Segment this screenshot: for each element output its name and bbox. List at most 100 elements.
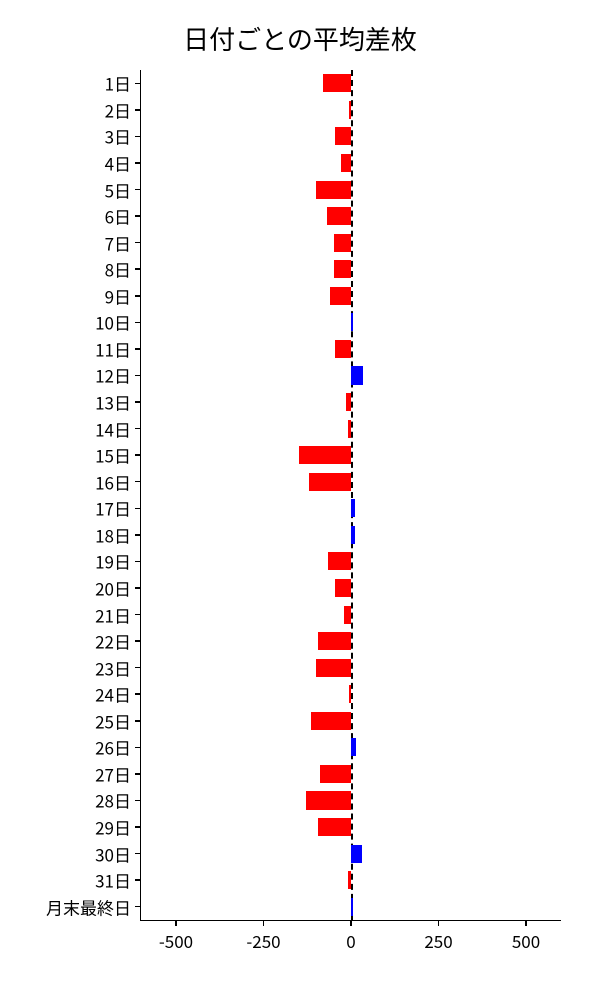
bar-row — [141, 791, 561, 809]
x-label: -250 — [246, 920, 280, 953]
bar-row — [141, 606, 561, 624]
bar — [334, 234, 352, 252]
bar-row — [141, 712, 561, 730]
y-label: 8日 — [105, 257, 141, 282]
bar-row — [141, 366, 561, 384]
bar — [327, 207, 352, 225]
x-label: 500 — [512, 920, 540, 953]
bar — [318, 632, 351, 650]
y-label: 12日 — [95, 363, 141, 388]
bar — [349, 101, 351, 119]
y-label: 10日 — [95, 310, 141, 335]
bar — [335, 340, 351, 358]
y-label: 24日 — [95, 682, 141, 707]
y-label: 28日 — [95, 788, 141, 813]
bar — [344, 606, 351, 624]
y-label: 21日 — [95, 602, 141, 627]
bar-row — [141, 765, 561, 783]
bar-row — [141, 818, 561, 836]
y-label: 9日 — [105, 283, 141, 308]
bar-row — [141, 340, 561, 358]
y-label: 14日 — [95, 416, 141, 441]
bar — [351, 738, 356, 756]
plot-area: 1日2日3日4日5日6日7日8日9日10日11日12日13日14日15日16日1… — [140, 70, 561, 921]
bar-row — [141, 845, 561, 863]
y-label: 1日 — [105, 71, 141, 96]
y-label: 31日 — [95, 868, 141, 893]
bar — [348, 871, 352, 889]
y-label: 25日 — [95, 708, 141, 733]
y-label: 30日 — [95, 841, 141, 866]
bar — [323, 74, 351, 92]
bar-row — [141, 473, 561, 491]
bar — [348, 420, 351, 438]
bar-row — [141, 234, 561, 252]
bar-row — [141, 313, 561, 331]
y-label: 7日 — [105, 230, 141, 255]
x-label: -500 — [159, 920, 193, 953]
y-label: 22日 — [95, 629, 141, 654]
y-label: 5日 — [105, 177, 141, 202]
bar — [330, 287, 351, 305]
bar-row — [141, 552, 561, 570]
y-label: 月末最終日 — [46, 894, 141, 919]
x-label: 0 — [346, 920, 355, 953]
y-label: 13日 — [95, 390, 141, 415]
bar — [320, 765, 352, 783]
y-label: 29日 — [95, 815, 141, 840]
bar — [311, 712, 351, 730]
bar-row — [141, 181, 561, 199]
y-label: 3日 — [105, 124, 141, 149]
bar — [309, 473, 351, 491]
y-label: 16日 — [95, 469, 141, 494]
bar-row — [141, 579, 561, 597]
bar — [335, 127, 351, 145]
bar-row — [141, 685, 561, 703]
y-label: 26日 — [95, 735, 141, 760]
bar-row — [141, 287, 561, 305]
y-label: 20日 — [95, 575, 141, 600]
y-label: 2日 — [105, 97, 141, 122]
bar — [351, 845, 362, 863]
bar-row — [141, 446, 561, 464]
chart-container: 日付ごとの平均差枚 1日2日3日4日5日6日7日8日9日10日11日12日13日… — [0, 0, 600, 1000]
bar — [346, 393, 351, 411]
y-label: 4日 — [105, 150, 141, 175]
bar — [316, 659, 351, 677]
bar — [299, 446, 352, 464]
y-label: 6日 — [105, 204, 141, 229]
bar-row — [141, 260, 561, 278]
bar-row — [141, 207, 561, 225]
bar — [349, 685, 351, 703]
bar — [335, 579, 351, 597]
y-label: 11日 — [95, 336, 141, 361]
bar — [306, 791, 352, 809]
bar-row — [141, 499, 561, 517]
bar-row — [141, 871, 561, 889]
y-label: 23日 — [95, 655, 141, 680]
bar — [351, 366, 363, 384]
bar-row — [141, 101, 561, 119]
y-label: 19日 — [95, 549, 141, 574]
bar — [351, 313, 353, 331]
bar — [316, 181, 351, 199]
bar-row — [141, 898, 561, 916]
x-label: 250 — [424, 920, 452, 953]
bar — [351, 898, 353, 916]
bar-row — [141, 74, 561, 92]
bar — [351, 499, 355, 517]
bar — [318, 818, 351, 836]
bar-row — [141, 393, 561, 411]
bar — [351, 526, 355, 544]
y-label: 27日 — [95, 761, 141, 786]
bar — [334, 260, 352, 278]
bar-row — [141, 154, 561, 172]
y-label: 15日 — [95, 443, 141, 468]
bar-row — [141, 632, 561, 650]
y-label: 18日 — [95, 522, 141, 547]
bar-row — [141, 127, 561, 145]
bar — [341, 154, 352, 172]
bar — [328, 552, 351, 570]
y-label: 17日 — [95, 496, 141, 521]
bar-row — [141, 420, 561, 438]
